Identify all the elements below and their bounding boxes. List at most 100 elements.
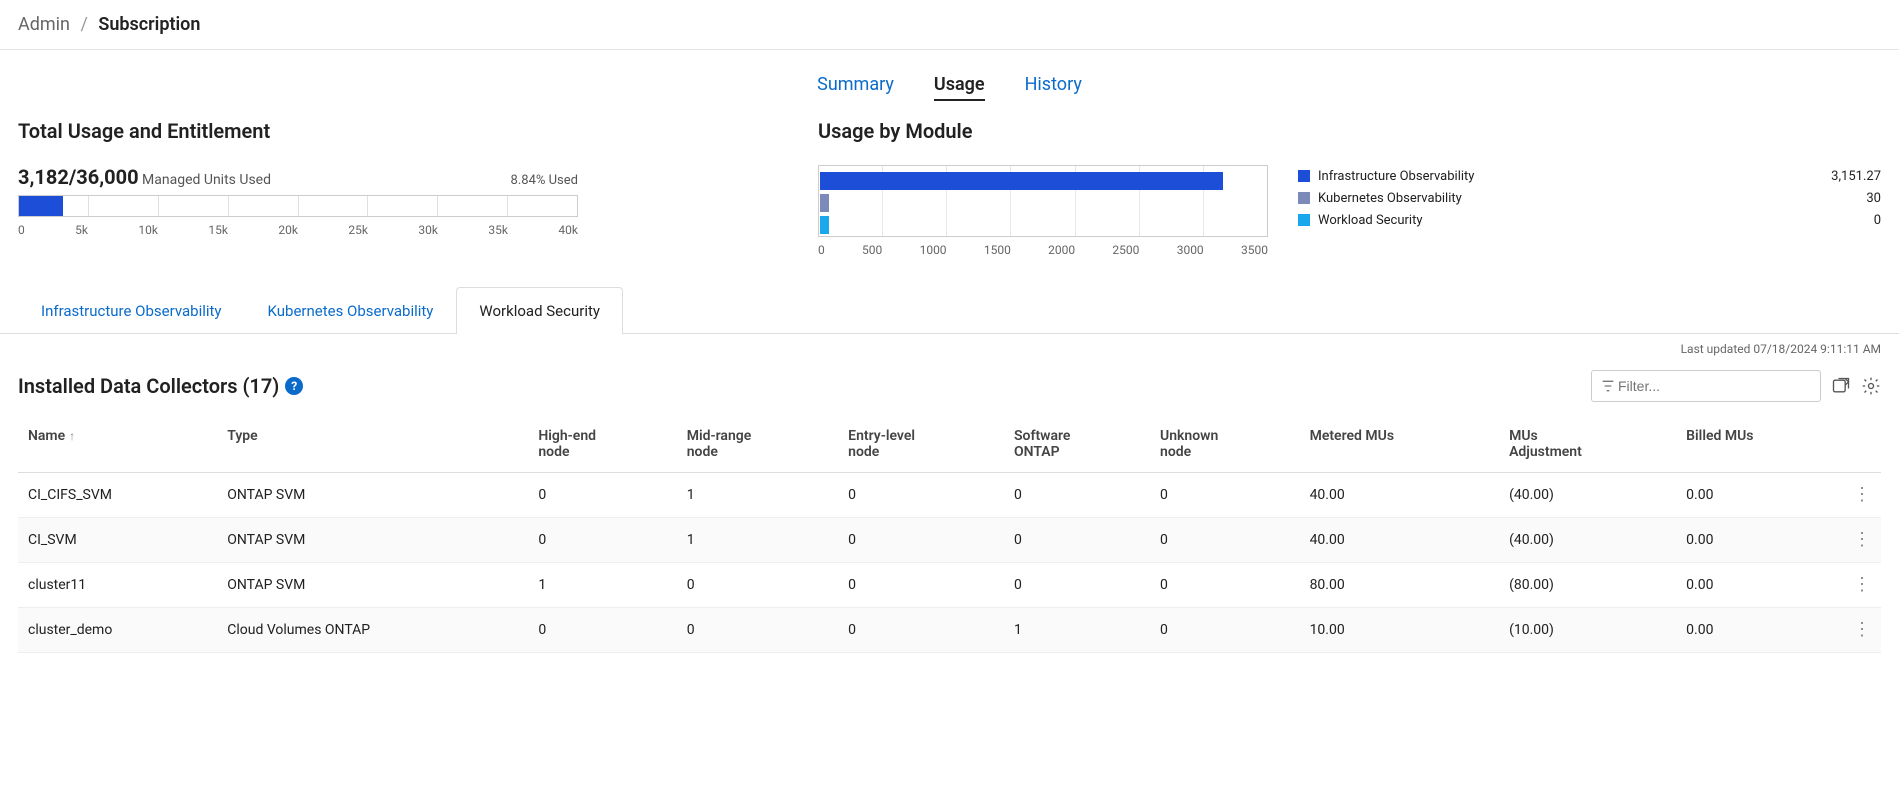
legend-swatch [1298, 170, 1310, 182]
legend-label: Kubernetes Observability [1318, 191, 1811, 206]
legend-value: 30 [1811, 191, 1881, 206]
cell: 0 [1150, 563, 1300, 608]
usage-bar [18, 195, 578, 217]
help-icon[interactable]: ? [285, 377, 303, 395]
col-type[interactable]: Type [217, 416, 528, 473]
filter-input[interactable] [1616, 377, 1812, 395]
module-chart [818, 165, 1268, 237]
module-bar-1 [820, 194, 829, 212]
cell: 40.00 [1300, 473, 1500, 518]
cell: cluster_demo [18, 608, 217, 653]
cell: (10.00) [1499, 608, 1676, 653]
cell: 0 [838, 563, 1004, 608]
legend-value: 0 [1811, 213, 1881, 228]
breadcrumb-separator: / [80, 14, 87, 35]
cell: (80.00) [1499, 563, 1676, 608]
cell: CI_CIFS_SVM [18, 473, 217, 518]
cell: (40.00) [1499, 473, 1676, 518]
sub-tabs: Infrastructure ObservabilityKubernetes O… [0, 287, 1899, 334]
col-software-ontap[interactable]: SoftwareONTAP [1004, 416, 1150, 473]
col-metered-mus[interactable]: Metered MUs [1300, 416, 1500, 473]
module-title: Usage by Module [818, 119, 1881, 143]
col-name[interactable]: Name↑ [18, 416, 217, 473]
last-updated: Last updated 07/18/2024 9:11:11 AM [0, 334, 1899, 360]
cell: 0 [838, 608, 1004, 653]
table-row: cluster11ONTAP SVM1000080.00(80.00)0.00⋮ [18, 563, 1881, 608]
cell: 80.00 [1300, 563, 1500, 608]
col-high-end-node[interactable]: High-endnode [528, 416, 676, 473]
col-billed-mus[interactable]: Billed MUs [1676, 416, 1843, 473]
cell: 0 [838, 473, 1004, 518]
table-row: CI_SVMONTAP SVM0100040.00(40.00)0.00⋮ [18, 518, 1881, 563]
cell: 0 [1004, 563, 1150, 608]
sort-asc-icon: ↑ [69, 429, 75, 443]
cell: 0.00 [1676, 473, 1843, 518]
top-tabs: Summary Usage History [0, 50, 1899, 119]
cell: ONTAP SVM [217, 473, 528, 518]
table-row: cluster_demoCloud Volumes ONTAP0001010.0… [18, 608, 1881, 653]
row-menu-icon[interactable]: ⋮ [1843, 518, 1881, 563]
cell: 0.00 [1676, 518, 1843, 563]
cell: 1 [1004, 608, 1150, 653]
top-tab-usage[interactable]: Usage [934, 74, 985, 101]
row-menu-icon[interactable]: ⋮ [1843, 563, 1881, 608]
cell: 0 [677, 563, 838, 608]
col-entry-level-node[interactable]: Entry-levelnode [838, 416, 1004, 473]
legend-row-1: Kubernetes Observability30 [1298, 187, 1881, 209]
breadcrumb-current: Subscription [98, 14, 200, 35]
cell: 0 [1150, 518, 1300, 563]
cell: 40.00 [1300, 518, 1500, 563]
usage-by-module-panel: Usage by Module 050010001500200025003000… [818, 119, 1881, 257]
filter-input-wrapper[interactable] [1591, 370, 1821, 402]
legend-label: Infrastructure Observability [1318, 169, 1811, 184]
module-chart-ticks: 0500100015002000250030003500 [818, 243, 1268, 257]
usage-percent: 8.84% Used [511, 173, 578, 188]
col-mus-adjustment[interactable]: MUsAdjustment [1499, 416, 1676, 473]
cell: 0 [528, 473, 676, 518]
cell: 0 [528, 608, 676, 653]
cell: 0 [838, 518, 1004, 563]
usage-bar-fill [19, 196, 63, 216]
module-bar-0 [820, 172, 1223, 190]
legend-swatch [1298, 192, 1310, 204]
cell: 0 [1004, 473, 1150, 518]
cell: 1 [528, 563, 676, 608]
usage-caption: Managed Units Used [142, 172, 271, 188]
cell: CI_SVM [18, 518, 217, 563]
legend-row-2: Workload Security0 [1298, 209, 1881, 231]
row-menu-icon[interactable]: ⋮ [1843, 608, 1881, 653]
sub-tab-workload-security[interactable]: Workload Security [456, 287, 623, 334]
cell: 0 [677, 608, 838, 653]
breadcrumb-parent[interactable]: Admin [18, 14, 70, 35]
total-usage-panel: Total Usage and Entitlement 3,182/36,000… [18, 119, 778, 257]
cell: (40.00) [1499, 518, 1676, 563]
collectors-table: Name↑TypeHigh-endnodeMid-rangenodeEntry-… [18, 416, 1881, 653]
legend-value: 3,151.27 [1811, 169, 1881, 184]
cell: 0.00 [1676, 608, 1843, 653]
legend-swatch [1298, 214, 1310, 226]
total-usage-title: Total Usage and Entitlement [18, 119, 778, 143]
usage-used-total: 3,182/36,000 [18, 165, 139, 189]
filter-icon [1600, 378, 1616, 394]
module-legend: Infrastructure Observability3,151.27Kube… [1298, 165, 1881, 231]
row-menu-icon[interactable]: ⋮ [1843, 473, 1881, 518]
top-tab-summary[interactable]: Summary [817, 74, 894, 101]
export-icon[interactable] [1831, 376, 1851, 396]
top-tab-history[interactable]: History [1025, 74, 1082, 101]
col-unknown-node[interactable]: Unknownnode [1150, 416, 1300, 473]
cell: cluster11 [18, 563, 217, 608]
usage-bar-ticks: 05k10k15k20k25k30k35k40k [18, 223, 578, 237]
cell: 0 [1004, 518, 1150, 563]
cell: 10.00 [1300, 608, 1500, 653]
collectors-title: Installed Data Collectors (17) [18, 374, 279, 398]
cell: 0 [528, 518, 676, 563]
cell: 0 [1150, 473, 1300, 518]
settings-icon[interactable] [1861, 376, 1881, 396]
col-mid-range-node[interactable]: Mid-rangenode [677, 416, 838, 473]
cell: ONTAP SVM [217, 518, 528, 563]
module-bar-2 [820, 216, 829, 234]
sub-tab-infrastructure-observability[interactable]: Infrastructure Observability [18, 287, 245, 334]
cell: 1 [677, 518, 838, 563]
cell: Cloud Volumes ONTAP [217, 608, 528, 653]
sub-tab-kubernetes-observability[interactable]: Kubernetes Observability [245, 287, 457, 334]
